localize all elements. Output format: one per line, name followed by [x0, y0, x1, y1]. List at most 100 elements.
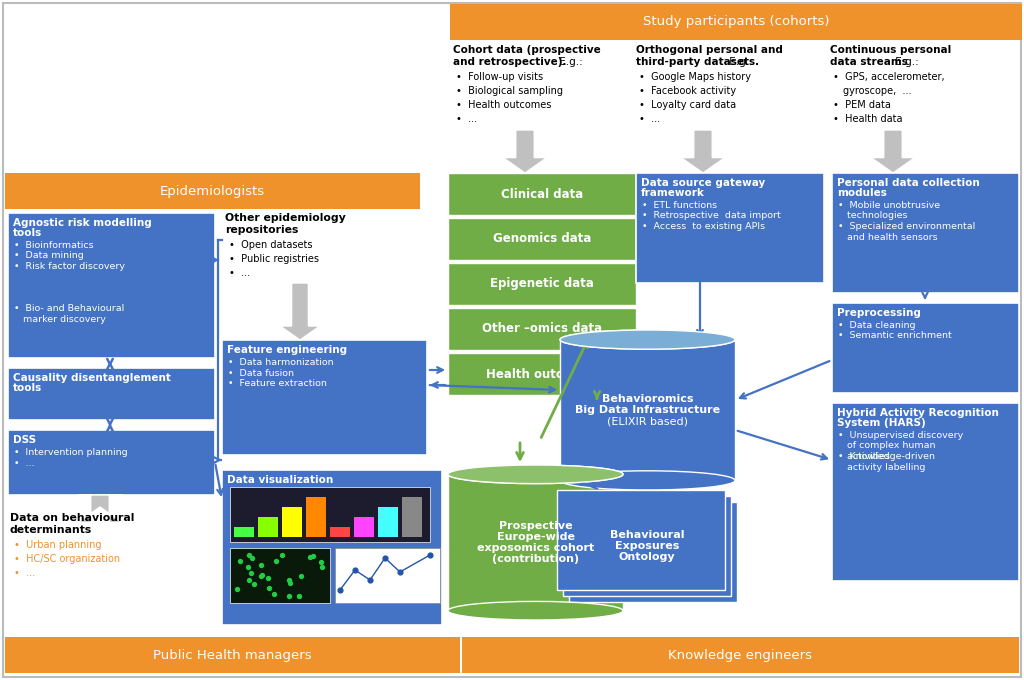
- Text: Ontology: Ontology: [618, 552, 675, 562]
- Text: Health outcomes: Health outcomes: [486, 367, 598, 381]
- Point: [260, 572, 276, 583]
- Point: [281, 590, 297, 601]
- Polygon shape: [503, 130, 547, 173]
- Bar: [335, 548, 440, 603]
- Text: •  Knowledge-driven: • Knowledge-driven: [838, 452, 935, 461]
- Text: third-party datasets.: third-party datasets.: [636, 57, 759, 67]
- Bar: [5, 637, 460, 673]
- Text: •  Risk factor discovery: • Risk factor discovery: [14, 262, 125, 271]
- Bar: [636, 173, 824, 283]
- Text: •  HC/SC organization: • HC/SC organization: [14, 554, 120, 564]
- Bar: [569, 502, 737, 602]
- Text: framework: framework: [641, 188, 705, 198]
- Point: [254, 570, 270, 581]
- Text: •  Google Maps history: • Google Maps history: [639, 72, 751, 82]
- Point: [312, 556, 329, 567]
- Text: activities: activities: [838, 452, 890, 461]
- Text: •  ...: • ...: [14, 568, 35, 578]
- Text: and health sensors: and health sensors: [838, 233, 938, 241]
- Text: data streams: data streams: [830, 57, 908, 67]
- Text: Causality disentanglement: Causality disentanglement: [13, 373, 171, 383]
- Point: [305, 551, 322, 562]
- Ellipse shape: [560, 330, 735, 350]
- Text: •  GPS, accelerometer,: • GPS, accelerometer,: [833, 72, 944, 82]
- Text: Continuous personal: Continuous personal: [830, 45, 951, 55]
- Text: repositories: repositories: [225, 225, 298, 235]
- Text: Prospective: Prospective: [499, 521, 572, 531]
- Text: •  Feature extraction: • Feature extraction: [228, 379, 327, 388]
- Bar: [8, 368, 215, 420]
- Point: [422, 549, 438, 560]
- Text: •  ...: • ...: [14, 458, 35, 468]
- Text: •  Retrospective  data import: • Retrospective data import: [642, 211, 780, 220]
- Text: Epidemiologists: Epidemiologists: [160, 184, 265, 197]
- Point: [244, 553, 260, 564]
- Text: Clinical data: Clinical data: [501, 188, 583, 201]
- Text: •  ...: • ...: [639, 114, 660, 124]
- Polygon shape: [681, 130, 725, 173]
- Bar: [8, 213, 215, 358]
- Text: (contribution): (contribution): [492, 554, 579, 564]
- Text: •  Semantic enrichment: • Semantic enrichment: [838, 332, 951, 341]
- Point: [241, 549, 257, 560]
- Text: tools: tools: [13, 383, 42, 393]
- Text: (ELIXIR based): (ELIXIR based): [607, 416, 688, 426]
- Bar: [222, 470, 442, 625]
- Text: •  Mobile unobtrusive: • Mobile unobtrusive: [838, 201, 940, 210]
- Point: [291, 591, 307, 602]
- Text: Preprocessing: Preprocessing: [837, 308, 921, 318]
- Text: Feature engineering: Feature engineering: [227, 345, 347, 355]
- Point: [302, 552, 318, 563]
- Point: [361, 575, 378, 585]
- Text: Knowledge engineers: Knowledge engineers: [669, 649, 812, 662]
- Ellipse shape: [449, 465, 623, 483]
- Point: [282, 577, 298, 588]
- Text: •  Data cleaning: • Data cleaning: [838, 321, 915, 330]
- Bar: [258, 517, 278, 537]
- Point: [274, 549, 291, 560]
- Text: and retrospective).: and retrospective).: [453, 57, 566, 67]
- Text: •  Facebook activity: • Facebook activity: [639, 86, 736, 96]
- Text: Personal data collection: Personal data collection: [837, 178, 980, 188]
- Text: •  ...: • ...: [229, 268, 250, 278]
- Text: Hybrid Activity Recognition: Hybrid Activity Recognition: [837, 408, 998, 418]
- Text: Orthogonal personal and: Orthogonal personal and: [636, 45, 783, 55]
- Text: Europe-wide: Europe-wide: [497, 532, 574, 542]
- Bar: [449, 308, 636, 350]
- Text: E.g.:: E.g.:: [556, 57, 583, 67]
- Text: Agnostic risk modelling: Agnostic risk modelling: [13, 218, 152, 228]
- Text: Other epidemiology: Other epidemiology: [225, 213, 346, 223]
- Point: [246, 579, 262, 590]
- Text: •  Public registries: • Public registries: [229, 254, 319, 264]
- Bar: [450, 4, 1022, 40]
- Text: •  Bio- and Behavioural: • Bio- and Behavioural: [14, 304, 124, 313]
- Text: E.g.:: E.g.:: [892, 57, 919, 67]
- Bar: [557, 490, 725, 590]
- Text: •  Bioinformatics: • Bioinformatics: [14, 241, 93, 250]
- Bar: [449, 475, 623, 611]
- Ellipse shape: [449, 465, 623, 483]
- Point: [260, 583, 276, 594]
- Text: •  Data harmonization: • Data harmonization: [228, 358, 334, 367]
- Text: •  Urban planning: • Urban planning: [14, 540, 101, 550]
- Text: exposomics cohort: exposomics cohort: [477, 543, 594, 553]
- Text: Behavioromics: Behavioromics: [602, 394, 693, 404]
- Text: •  Data fusion: • Data fusion: [228, 369, 294, 377]
- Bar: [449, 218, 636, 260]
- Text: Data on behavioural: Data on behavioural: [10, 513, 134, 523]
- Text: •  Health outcomes: • Health outcomes: [456, 100, 551, 110]
- Text: tools: tools: [13, 228, 42, 238]
- Point: [332, 585, 348, 596]
- Text: •  Specialized environmental: • Specialized environmental: [838, 222, 975, 231]
- Text: Data visualization: Data visualization: [227, 475, 333, 485]
- Text: Genomics data: Genomics data: [493, 233, 591, 245]
- Bar: [306, 497, 326, 537]
- Bar: [230, 487, 430, 542]
- Text: •  Intervention planning: • Intervention planning: [14, 448, 128, 457]
- Ellipse shape: [449, 601, 623, 620]
- Bar: [330, 527, 350, 537]
- Ellipse shape: [560, 330, 735, 350]
- Point: [293, 571, 309, 581]
- Text: Behavioural: Behavioural: [609, 530, 684, 540]
- Text: •  ETL functions: • ETL functions: [642, 201, 717, 210]
